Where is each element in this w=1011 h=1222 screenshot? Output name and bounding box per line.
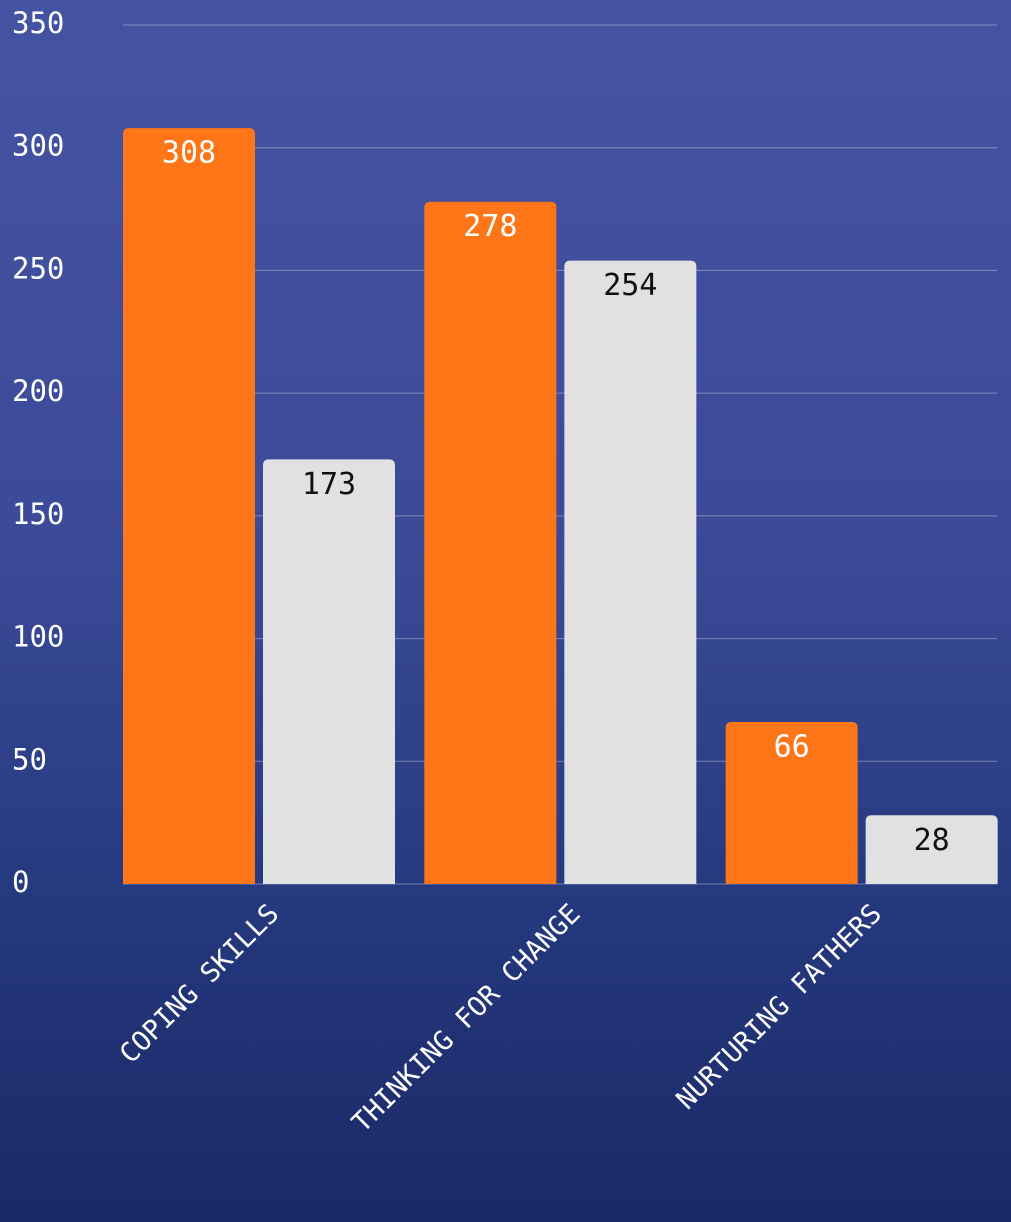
value-label: 173 bbox=[302, 467, 356, 502]
value-label: 66 bbox=[774, 730, 810, 765]
y-tick-label: 350 bbox=[12, 6, 64, 40]
y-tick-label: 50 bbox=[12, 742, 47, 776]
value-label: 254 bbox=[603, 268, 657, 303]
value-label: 308 bbox=[162, 136, 216, 171]
value-label: 28 bbox=[914, 823, 950, 858]
bar bbox=[263, 459, 395, 884]
y-tick-label: 100 bbox=[12, 620, 64, 654]
bar bbox=[865, 815, 998, 884]
y-tick-label: 300 bbox=[12, 129, 64, 163]
y-tick-label: 250 bbox=[12, 251, 64, 285]
bar bbox=[564, 260, 697, 884]
value-label: 278 bbox=[463, 209, 517, 244]
bar bbox=[725, 722, 858, 884]
bar bbox=[123, 128, 255, 884]
bar bbox=[424, 201, 557, 885]
y-tick-label: 150 bbox=[12, 497, 64, 531]
y-tick-label: 200 bbox=[12, 374, 64, 408]
y-tick-label: 0 bbox=[12, 865, 29, 899]
